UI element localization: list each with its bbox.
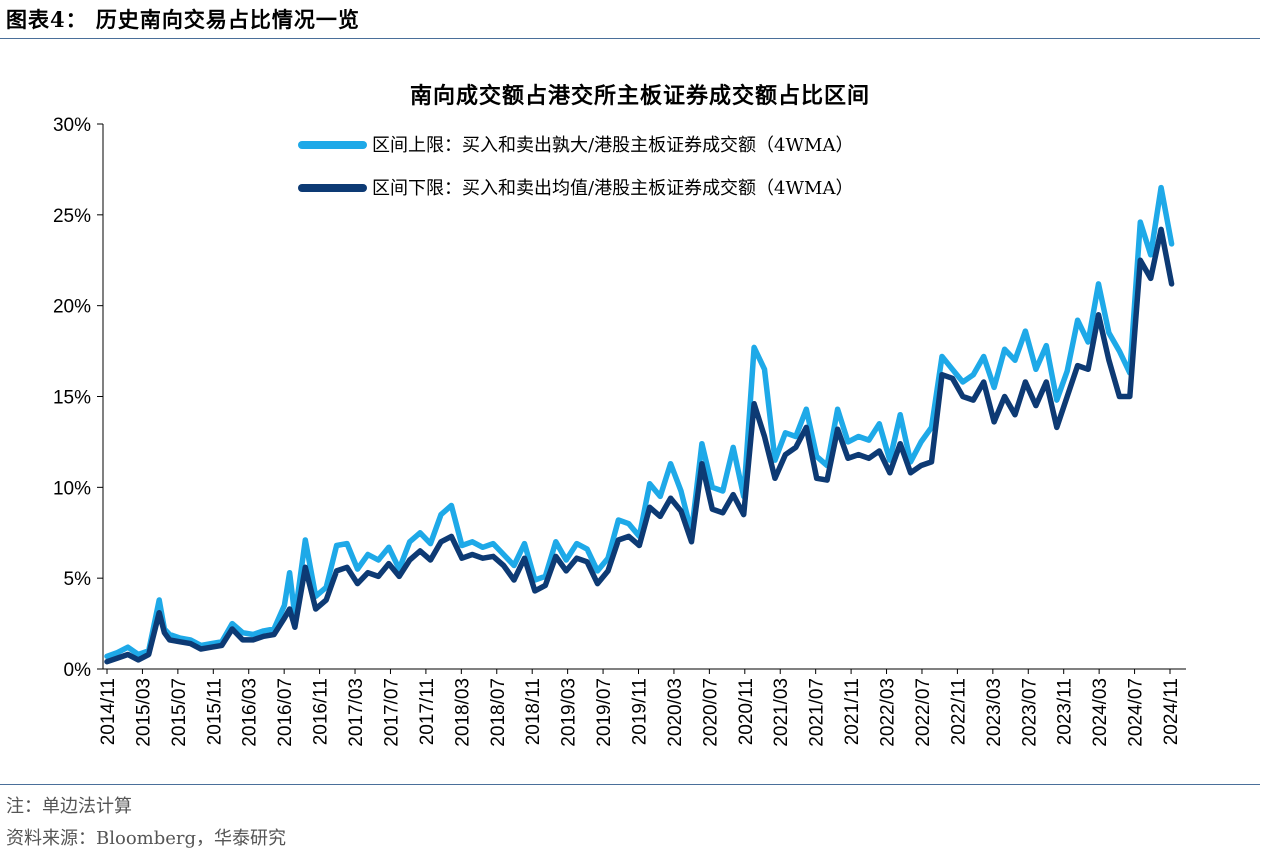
x-tick-label: 2021/07 (807, 678, 828, 747)
x-tick-label: 2017/11 (417, 678, 438, 745)
x-tick-label: 2016/03 (240, 678, 261, 747)
x-tick-label: 2023/07 (1019, 678, 1040, 747)
x-tick-label: 2018/03 (452, 678, 473, 747)
x-tick-label: 2016/07 (275, 678, 296, 747)
bottom-divider (0, 784, 1260, 785)
legend: 区间上限：买入和卖出孰大/港股主板证券成交额（4WMA） 区间下限：买入和卖出均值… (298, 135, 853, 199)
x-tick-label: 2017/03 (346, 678, 367, 747)
x-tick-label: 2019/07 (594, 678, 615, 747)
figure-title: 图表4： 历史南向交易占比情况一览 (6, 7, 360, 32)
chart-title: 南向成交额占港交所主板证券成交额占比区间 (409, 83, 870, 109)
top-divider (0, 38, 1260, 39)
chart-note: 注：单边法计算 (6, 796, 132, 817)
x-tick-label: 2017/07 (381, 678, 402, 747)
x-tick-label: 2024/07 (1126, 678, 1147, 747)
x-tick-label: 2020/07 (700, 678, 721, 747)
x-tick-label: 2022/11 (948, 678, 969, 745)
x-tick-label: 2020/03 (665, 678, 686, 747)
x-tick-label: 2020/11 (736, 678, 757, 745)
series-line-upper (104, 184, 1175, 660)
x-tick-label: 2019/03 (559, 678, 580, 747)
series-layer (104, 184, 1175, 665)
x-tick-label: 2023/03 (984, 678, 1005, 747)
y-tick-label: 0% (64, 660, 92, 681)
legend-label: 区间下限：买入和卖出均值/港股主板证券成交额（4WMA） (372, 178, 853, 199)
x-tick-label: 2015/11 (204, 678, 225, 745)
y-tick-label: 10% (53, 478, 91, 499)
x-tick-label: 2022/07 (913, 678, 934, 747)
x-tick-label: 2018/07 (488, 678, 509, 747)
x-tick-label: 2019/11 (630, 678, 651, 745)
x-tick-label: 2024/03 (1090, 678, 1111, 747)
x-tick-label: 2015/07 (169, 678, 190, 747)
x-tick-label: 2015/03 (133, 678, 154, 747)
y-tick-label: 15% (53, 388, 91, 409)
x-tick-label: 2022/03 (878, 678, 899, 747)
y-tick-label: 30% (53, 115, 91, 136)
axes: 0% 5% 10% 15% 20% 25% 30% 2014/11 2015/03 2015/07… (53, 115, 1186, 747)
x-tick-label: 2024/11 (1161, 678, 1182, 745)
x-tick-label: 2023/11 (1055, 678, 1076, 745)
legend-label: 区间上限：买入和卖出孰大/港股主板证券成交额（4WMA） (372, 135, 853, 156)
x-tick-label: 2021/11 (842, 678, 863, 745)
y-tick-label: 20% (53, 297, 91, 318)
series-line-lower (104, 226, 1175, 665)
source-note: 资料来源：Bloomberg，华泰研究 (6, 828, 287, 849)
x-tick-label: 2014/11 (98, 678, 119, 745)
x-tick-label: 2016/11 (311, 678, 332, 745)
x-tick-label: 2018/11 (523, 678, 544, 745)
x-tick-label: 2021/03 (771, 678, 792, 747)
y-tick-label: 5% (64, 569, 92, 590)
y-tick-label: 25% (53, 206, 91, 227)
